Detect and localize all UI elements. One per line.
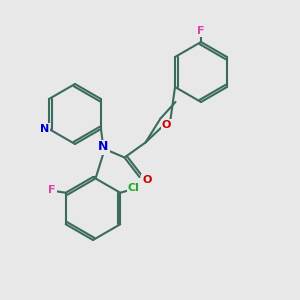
Text: O: O — [142, 175, 152, 185]
Text: N: N — [98, 140, 109, 154]
Text: F: F — [197, 26, 205, 37]
Text: Cl: Cl — [128, 183, 140, 193]
Text: F: F — [49, 185, 56, 195]
Text: N: N — [40, 124, 49, 134]
Text: O: O — [162, 119, 171, 130]
